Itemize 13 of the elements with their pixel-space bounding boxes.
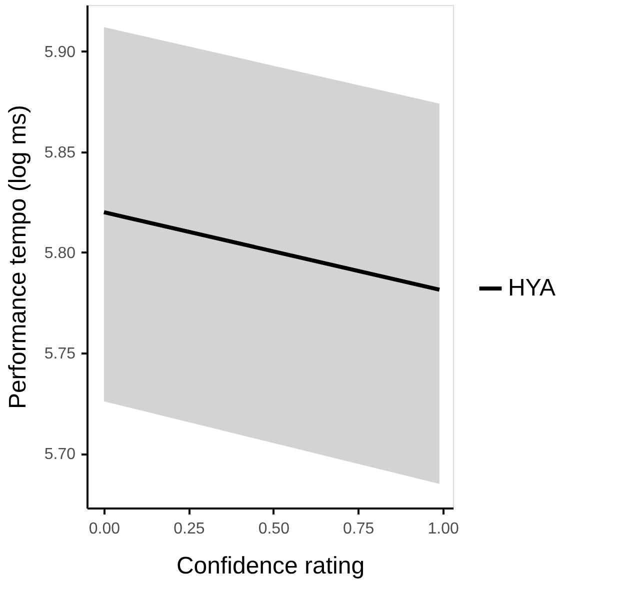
x-axis-title: Confidence rating: [176, 552, 365, 580]
y-tick-label: 5.90: [44, 44, 76, 61]
y-tick-label: 5.80: [44, 244, 76, 262]
x-tick-label: 0.00: [88, 520, 120, 538]
x-tick-label: 0.25: [174, 520, 205, 538]
y-axis-title: Performance tempo (log ms): [4, 104, 32, 410]
x-tick-label: 0.75: [343, 520, 374, 538]
y-tick-label: 5.85: [44, 144, 76, 162]
y-tick-label: 5.75: [44, 346, 76, 363]
x-tick-label: 0.50: [258, 520, 290, 538]
x-tick-label: 1.00: [428, 520, 460, 538]
legend-label: HYA: [508, 274, 556, 302]
y-tick-label: 5.70: [44, 446, 76, 464]
